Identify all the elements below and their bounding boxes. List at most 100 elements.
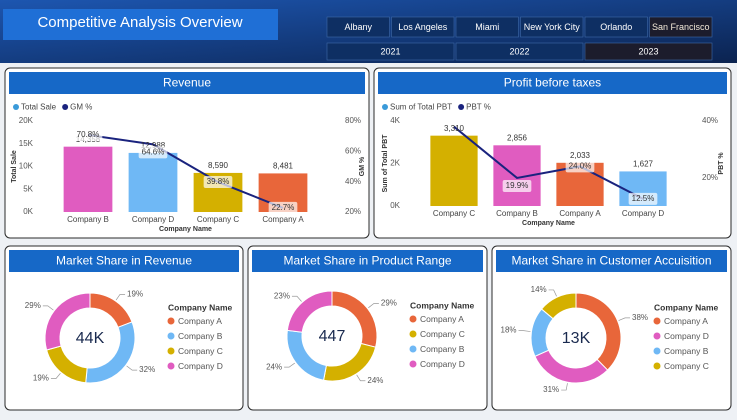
- x-tick-label: Company C: [433, 209, 475, 218]
- legend-label: Company B: [420, 344, 465, 354]
- bar: [63, 146, 113, 212]
- slice-label: 24%: [367, 376, 383, 385]
- legend-marker: [167, 347, 175, 355]
- slice-label: 19%: [127, 289, 143, 298]
- legend-marker: [382, 104, 388, 110]
- city-button[interactable]: [584, 16, 648, 38]
- y2-tick-label: 40%: [702, 116, 718, 125]
- city-button[interactable]: [649, 16, 713, 38]
- donut-slice: [540, 292, 577, 320]
- line: [453, 125, 644, 200]
- slice-label: 14%: [531, 285, 547, 294]
- city-label[interactable]: New York City: [524, 22, 581, 32]
- city-button[interactable]: [520, 16, 584, 38]
- line-value-label: 64.6%: [142, 147, 165, 156]
- legend-label: Sum of Total PBT: [390, 103, 452, 112]
- city-label[interactable]: Orlando: [600, 22, 632, 32]
- city-button[interactable]: [326, 16, 390, 38]
- leader-line: [356, 374, 366, 382]
- y-axis-title: Total Sale: [11, 150, 18, 183]
- city-label[interactable]: San Francisco: [652, 22, 710, 32]
- center-label: 44K: [76, 330, 105, 347]
- city-label[interactable]: Los Angeles: [398, 22, 448, 32]
- line-value-label: 19.9%: [506, 181, 529, 190]
- x-tick-label: Company B: [496, 209, 538, 218]
- legend-marker: [653, 347, 661, 355]
- label-box: [268, 201, 298, 214]
- y-tick-label: 10K: [19, 162, 34, 171]
- donut-slice: [44, 292, 91, 351]
- y2-tick-label: 20%: [702, 173, 718, 182]
- bar: [430, 135, 478, 206]
- legend-label: Company D: [420, 359, 465, 369]
- legend-label: Company C: [420, 329, 465, 339]
- city-label[interactable]: Albany: [344, 22, 372, 32]
- bar-value-label: 8,590: [208, 161, 229, 170]
- donut-slice: [286, 290, 333, 333]
- slice-label: 32%: [139, 365, 155, 374]
- bar-value-label: 1,627: [633, 160, 654, 169]
- legend-marker: [167, 332, 175, 340]
- y-tick-label: 0K: [23, 207, 33, 216]
- y2-tick-label: 60%: [345, 146, 361, 155]
- x-axis-title: Company Name: [522, 220, 575, 227]
- year-label[interactable]: 2021: [380, 46, 400, 56]
- leader-line: [561, 383, 568, 391]
- year-label[interactable]: 2022: [509, 46, 529, 56]
- x-axis-title: Company Name: [159, 226, 212, 233]
- leader-line: [548, 289, 557, 297]
- year-button[interactable]: [455, 42, 584, 61]
- slice-label: 31%: [543, 385, 559, 394]
- legend-title: Company Name: [168, 302, 233, 312]
- label-box: [628, 192, 658, 205]
- legend-label: GM %: [70, 103, 92, 112]
- bar: [128, 152, 178, 212]
- panel-title-bar: [9, 250, 239, 272]
- label-box: [203, 175, 233, 188]
- legend-marker: [458, 104, 465, 110]
- year-label[interactable]: 2023: [638, 46, 658, 56]
- bar-value-label: 2,856: [507, 133, 528, 142]
- leader-line: [42, 305, 54, 311]
- leader-line: [518, 330, 531, 332]
- leader-line: [284, 362, 295, 368]
- legend-label: Company C: [664, 361, 709, 371]
- legend-marker: [653, 317, 661, 325]
- city-label[interactable]: Miami: [475, 22, 499, 32]
- legend-marker: [653, 362, 661, 370]
- slice-label: 24%: [266, 362, 282, 371]
- legend-marker: [409, 330, 417, 338]
- city-button[interactable]: [455, 16, 519, 38]
- label-box: [502, 179, 532, 192]
- bar-value-label: 12,988: [141, 141, 166, 150]
- y2-axis-title: GM %: [359, 156, 366, 176]
- y-tick-label: 15K: [19, 139, 34, 148]
- legend-title: Company Name: [654, 302, 719, 312]
- y2-tick-label: 80%: [345, 116, 361, 125]
- slice-label: 29%: [25, 301, 41, 310]
- legend-label: Company A: [178, 316, 222, 326]
- donut-center: [303, 307, 361, 365]
- x-tick-label: Company A: [262, 215, 304, 224]
- legend-label: Company A: [664, 316, 708, 326]
- legend-marker: [409, 345, 417, 353]
- x-tick-label: Company D: [622, 209, 664, 218]
- year-button[interactable]: [326, 42, 455, 61]
- leader-line: [115, 293, 126, 301]
- y-tick-label: 20K: [19, 116, 34, 125]
- panel-title: Market Share in Product Range: [283, 254, 451, 268]
- slice-label: 23%: [274, 291, 290, 300]
- slice-label: 29%: [381, 299, 397, 308]
- center-label: 13K: [562, 330, 591, 347]
- label-box: [73, 128, 103, 141]
- legend-marker: [409, 360, 417, 368]
- legend-label: Company B: [664, 346, 709, 356]
- legend-label: PBT %: [466, 103, 491, 112]
- line: [87, 133, 284, 209]
- line-value-label: 22.7%: [272, 203, 295, 212]
- legend-label: Company D: [664, 331, 709, 341]
- city-button[interactable]: [391, 16, 455, 38]
- year-button[interactable]: [584, 42, 713, 61]
- legend-marker: [13, 104, 19, 110]
